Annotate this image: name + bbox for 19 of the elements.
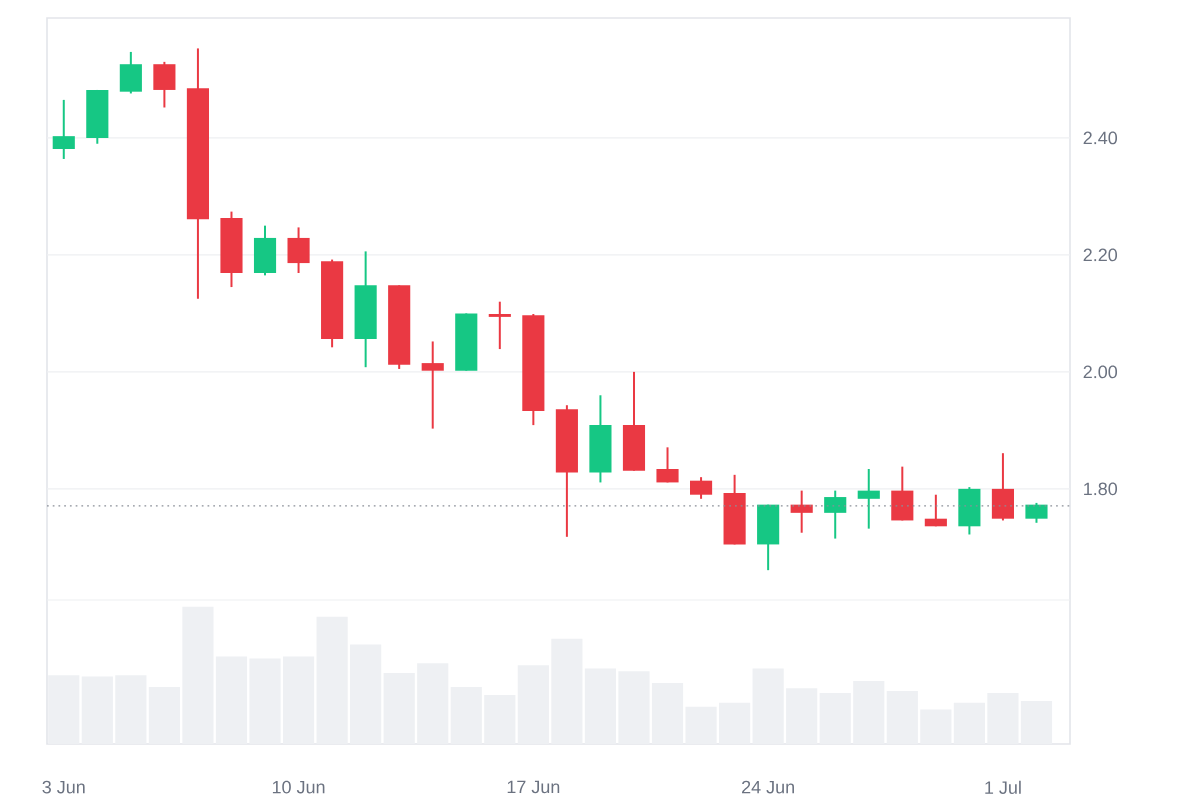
y-tick-label: 2.20 (1083, 248, 1118, 262)
candlestick (857, 467, 880, 530)
candlestick (689, 476, 713, 500)
x-tick-label: 1 Jul (985, 780, 1021, 794)
x-tick-label: 17 Jun (507, 780, 560, 794)
candlestick (790, 489, 813, 534)
x-tick-label: 10 Jun (272, 780, 325, 794)
y-tick-label: 1.80 (1084, 482, 1118, 496)
x-tick-label: 24 Jun (742, 780, 794, 794)
candlestick (488, 300, 511, 351)
y-tick-label: 2.40 (1083, 131, 1118, 145)
candlestick (824, 489, 847, 540)
candlestick (924, 493, 947, 528)
candlestick (52, 98, 75, 160)
candlestick (656, 446, 679, 484)
candlestick (1025, 501, 1048, 524)
candlestick (421, 340, 444, 430)
y-tick-label: 2.00 (1083, 365, 1118, 379)
x-tick-label: 3 Jun (42, 780, 85, 794)
